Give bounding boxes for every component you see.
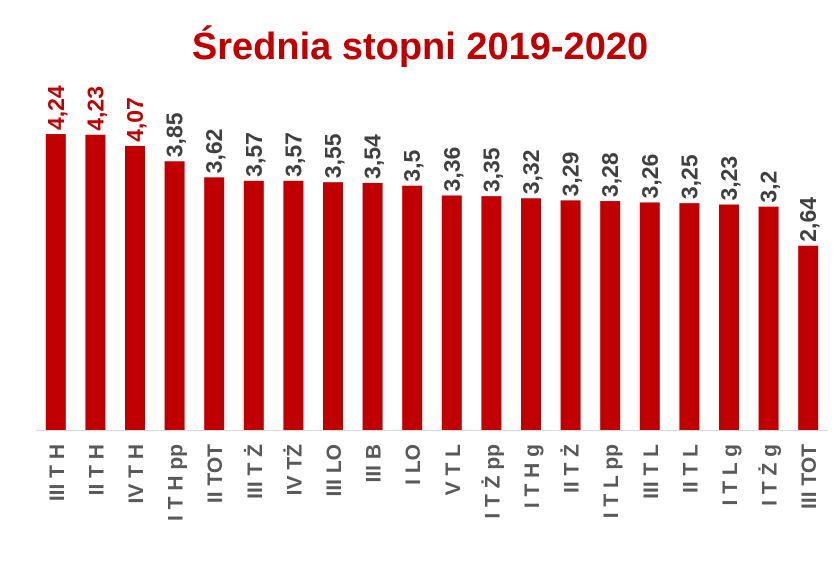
category-label: I T L pp xyxy=(600,444,623,518)
category-label: III B xyxy=(363,444,386,483)
bar xyxy=(362,182,383,430)
bar xyxy=(323,182,343,430)
data-label: 2,64 xyxy=(795,197,821,242)
data-label: 3,62 xyxy=(201,129,227,174)
bar xyxy=(164,161,185,430)
bar xyxy=(402,185,423,430)
bar xyxy=(758,206,779,430)
category-label: I T Ż g xyxy=(759,444,782,506)
category-label: IV TŻ xyxy=(283,444,306,496)
data-label: 3,23 xyxy=(716,156,742,201)
category-label: II T L xyxy=(679,444,702,493)
category-label: I LO xyxy=(402,444,425,485)
bar xyxy=(85,134,106,430)
category-label: II T H xyxy=(85,444,108,495)
category-label: II T Ż xyxy=(561,444,584,493)
data-label: 3,57 xyxy=(280,132,306,177)
data-label: 3,54 xyxy=(360,134,386,179)
data-label: 4,07 xyxy=(122,97,148,142)
bar xyxy=(679,203,700,430)
category-label: III TOT xyxy=(798,444,821,509)
bar xyxy=(481,196,502,430)
bar xyxy=(798,245,819,430)
bar xyxy=(639,202,660,430)
category-label: III T L xyxy=(640,444,663,499)
data-label: 3,26 xyxy=(637,154,663,199)
bar xyxy=(719,204,739,430)
bar xyxy=(600,201,621,430)
data-label: 4,24 xyxy=(43,85,69,130)
bar xyxy=(243,180,264,430)
category-label: II TOT xyxy=(204,444,227,503)
data-label: 3,57 xyxy=(241,132,267,177)
data-label: 3,5 xyxy=(399,150,425,182)
bar xyxy=(283,180,304,430)
data-label: 3,25 xyxy=(676,154,702,199)
data-label: 3,35 xyxy=(478,147,504,192)
data-label: 3,29 xyxy=(558,152,584,197)
data-label: 4,23 xyxy=(82,86,108,131)
bar xyxy=(441,195,462,430)
data-label: 3,85 xyxy=(162,112,188,157)
data-label: 3,2 xyxy=(756,171,782,203)
category-label: I T H g xyxy=(521,444,544,508)
category-label: III LO xyxy=(323,444,346,497)
bar xyxy=(560,200,581,430)
category-label: I T Ż pp xyxy=(481,444,504,519)
data-label: 3,55 xyxy=(320,133,346,178)
category-label: III T H xyxy=(46,444,69,501)
bar xyxy=(521,198,541,430)
bar xyxy=(204,177,225,430)
chart-title: Średnia stopni 2019-2020 xyxy=(191,26,649,68)
category-label: I T H pp xyxy=(165,444,188,521)
category-label: I T L g xyxy=(719,444,742,505)
bar xyxy=(125,145,145,430)
category-label: III T Ż xyxy=(244,444,267,499)
category-label: V T L xyxy=(442,444,465,496)
data-label: 3,32 xyxy=(518,149,544,194)
data-label: 3,28 xyxy=(597,152,623,197)
category-label: IV T H xyxy=(125,444,148,504)
bar xyxy=(45,134,66,430)
data-label: 3,36 xyxy=(439,147,465,192)
